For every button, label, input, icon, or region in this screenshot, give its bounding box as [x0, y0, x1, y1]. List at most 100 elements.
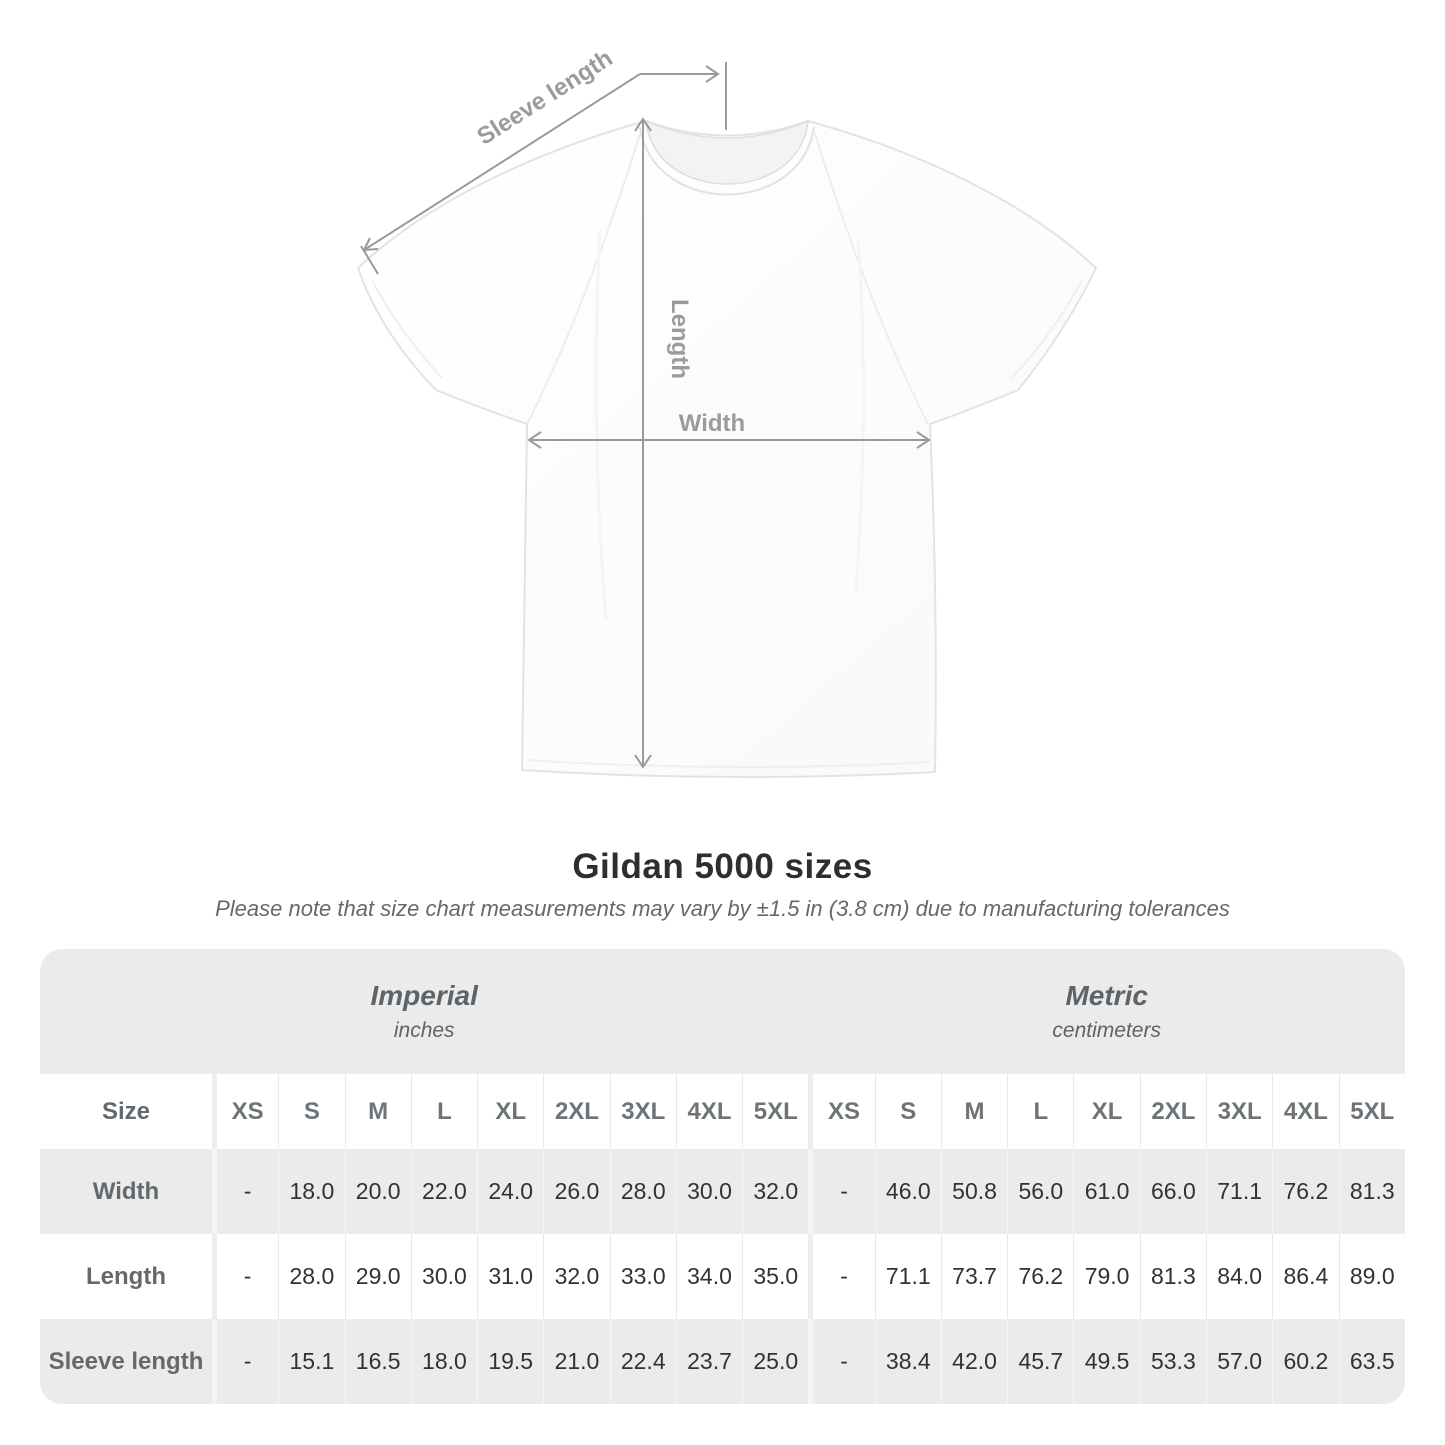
- metric-header: Metric centimeters: [808, 949, 1405, 1074]
- value-cell: 49.5: [1073, 1319, 1140, 1404]
- value-cell: 24.0: [477, 1149, 544, 1234]
- value-cell: 42.0: [940, 1319, 1008, 1404]
- value-cell: -: [212, 1234, 279, 1319]
- value-cell: 34.0: [675, 1234, 743, 1319]
- value-cell: 18.0: [278, 1149, 345, 1234]
- value-cell: 32.0: [742, 1149, 809, 1234]
- sleeve-length-row: Sleeve length - 15.1 16.5 18.0 19.5 21.0…: [40, 1319, 1405, 1404]
- metric-unit-label: centimeters: [1052, 1019, 1161, 1042]
- value-cell: 16.5: [344, 1319, 411, 1404]
- value-cell: 31.0: [477, 1234, 544, 1319]
- value-cell: 57.0: [1205, 1319, 1273, 1404]
- size-header-cell: 2XL: [1139, 1074, 1206, 1149]
- tshirt-body: [357, 120, 1097, 779]
- value-cell: 19.5: [477, 1319, 544, 1404]
- size-header-row: Size XS S M L XL 2XL 3XL 4XL 5XL XS S M …: [40, 1074, 1405, 1149]
- sleeve-length-diagonal-line: [363, 73, 641, 251]
- value-cell: -: [212, 1319, 279, 1404]
- title-block: Gildan 5000 sizes Please note that size …: [0, 847, 1445, 922]
- value-cell: -: [808, 1234, 875, 1319]
- value-cell: 28.0: [609, 1149, 676, 1234]
- tshirt-left-cuff-stitch: [371, 279, 443, 379]
- value-cell: 81.3: [1338, 1149, 1405, 1234]
- row-label: Sleeve length: [40, 1319, 212, 1404]
- value-cell: 45.7: [1007, 1319, 1074, 1404]
- arrowhead-down-icon: [634, 754, 652, 769]
- value-cell: 63.5: [1338, 1319, 1405, 1404]
- imperial-header-label: Imperial: [370, 980, 478, 1011]
- size-header-cell: XS: [808, 1074, 875, 1149]
- value-cell: 22.0: [410, 1149, 478, 1234]
- row-label: Length: [40, 1234, 212, 1319]
- value-cell: 79.0: [1073, 1234, 1140, 1319]
- size-header-cell: 3XL: [609, 1074, 676, 1149]
- tshirt-hem-stitch: [525, 759, 932, 769]
- value-cell: 61.0: [1073, 1149, 1140, 1234]
- value-cell: 20.0: [344, 1149, 411, 1234]
- arrowhead-up-icon: [634, 117, 652, 132]
- imperial-unit-label: inches: [393, 1019, 455, 1042]
- size-header-cell: 4XL: [675, 1074, 743, 1149]
- value-cell: 84.0: [1205, 1234, 1273, 1319]
- value-cell: 29.0: [344, 1234, 411, 1319]
- size-header-cell: M: [344, 1074, 411, 1149]
- tolerance-note: Please note that size chart measurements…: [215, 896, 1230, 921]
- value-cell: 28.0: [278, 1234, 345, 1319]
- tshirt-wrinkle: [854, 239, 866, 591]
- value-cell: 30.0: [410, 1234, 478, 1319]
- value-cell: 25.0: [742, 1319, 809, 1404]
- cuff-tick: [360, 245, 379, 275]
- tshirt-right-sleeve-seam: [814, 133, 929, 425]
- length-label: Length: [666, 299, 693, 379]
- value-cell: 66.0: [1139, 1149, 1206, 1234]
- size-header-cell: L: [410, 1074, 478, 1149]
- size-header-cell: XS: [212, 1074, 279, 1149]
- tshirt-illustration: [357, 119, 1097, 779]
- value-cell: 15.1: [278, 1319, 345, 1404]
- value-cell: 32.0: [543, 1234, 610, 1319]
- value-cell: 73.7: [940, 1234, 1008, 1319]
- value-cell: 33.0: [609, 1234, 676, 1319]
- size-header-cell: 3XL: [1205, 1074, 1273, 1149]
- value-cell: -: [808, 1319, 875, 1404]
- size-header-cell: 5XL: [742, 1074, 809, 1149]
- value-cell: 23.7: [675, 1319, 743, 1404]
- width-row: Width - 18.0 20.0 22.0 24.0 26.0 28.0 30…: [40, 1149, 1405, 1234]
- value-cell: 76.2: [1007, 1234, 1074, 1319]
- measurement-annotations: [360, 62, 931, 769]
- tshirt-left-sleeve-seam: [526, 133, 641, 425]
- value-cell: 86.4: [1272, 1234, 1339, 1319]
- size-header-cell: 4XL: [1272, 1074, 1339, 1149]
- value-cell: 38.4: [874, 1319, 941, 1404]
- value-cell: 89.0: [1338, 1234, 1405, 1319]
- value-cell: 21.0: [543, 1319, 610, 1404]
- size-chart-table: Imperial inches Metric centimeters Size …: [40, 949, 1405, 1404]
- size-column-title: Size: [40, 1074, 212, 1149]
- size-header-cell: XL: [477, 1074, 544, 1149]
- arrowhead-left-icon: [527, 431, 542, 449]
- value-cell: 76.2: [1272, 1149, 1339, 1234]
- value-cell: 81.3: [1139, 1234, 1206, 1319]
- size-header-cell: 5XL: [1338, 1074, 1405, 1149]
- size-header-cell: XL: [1073, 1074, 1140, 1149]
- size-header-cell: M: [940, 1074, 1008, 1149]
- page-title: Gildan 5000 sizes: [572, 847, 873, 886]
- tshirt-collar-opening: [645, 119, 809, 185]
- value-cell: -: [212, 1149, 279, 1234]
- value-cell: 53.3: [1139, 1319, 1206, 1404]
- value-cell: 71.1: [874, 1234, 941, 1319]
- value-cell: 46.0: [874, 1149, 941, 1234]
- tshirt-right-cuff-stitch: [1011, 279, 1083, 379]
- size-header-cell: S: [874, 1074, 941, 1149]
- size-header-cell: 2XL: [543, 1074, 610, 1149]
- value-cell: 56.0: [1007, 1149, 1074, 1234]
- tshirt-wrinkle: [594, 229, 608, 621]
- value-cell: 22.4: [609, 1319, 676, 1404]
- unit-header-row: Imperial inches Metric centimeters: [40, 949, 1405, 1074]
- size-header-cell: S: [278, 1074, 345, 1149]
- tshirt-measurement-diagram: Sleeve length Length Width: [357, 45, 1097, 779]
- tshirt-collar-band: [639, 126, 815, 196]
- value-cell: 26.0: [543, 1149, 610, 1234]
- arrowhead-right-icon: [916, 431, 931, 449]
- value-cell: 30.0: [675, 1149, 743, 1234]
